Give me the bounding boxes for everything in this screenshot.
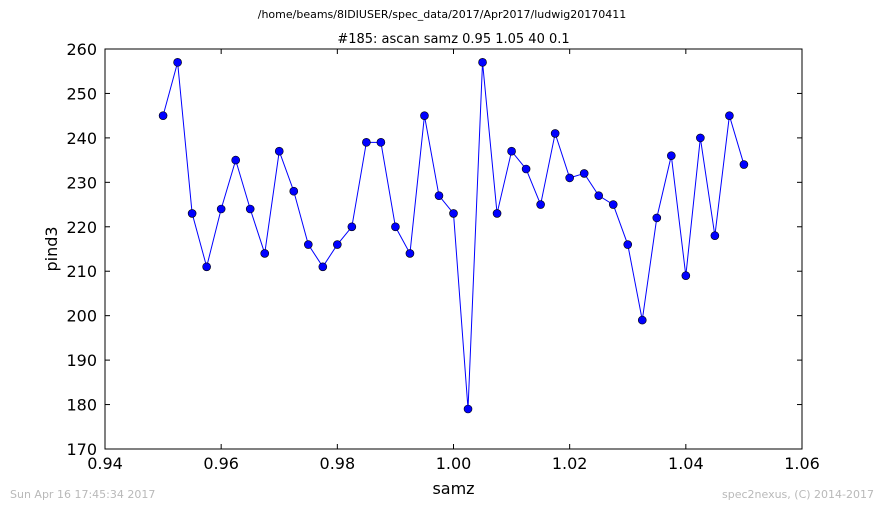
data-point: [333, 240, 342, 249]
data-point: [725, 111, 734, 120]
data-point: [362, 138, 371, 147]
data-point: [710, 231, 720, 240]
data-point: [608, 200, 618, 209]
data-point: [637, 315, 647, 325]
data-point: [652, 213, 662, 223]
data-point: [579, 169, 589, 178]
x-tick-label: 1.02: [552, 454, 588, 473]
data-point: [420, 111, 429, 120]
data-point: [318, 262, 328, 272]
plot-area: [104, 48, 803, 450]
y-tick-label: 250: [66, 84, 97, 103]
x-tick-label: 0.96: [203, 454, 239, 473]
y-tick-label: 180: [66, 396, 97, 415]
x-tick-label: 0.94: [87, 454, 123, 473]
data-point: [507, 146, 516, 156]
data-point: [550, 129, 560, 138]
x-axis-label: samz: [432, 479, 474, 498]
x-tick-label: 0.98: [320, 454, 356, 473]
y-tick-label: 210: [66, 262, 97, 281]
data-point: [667, 151, 676, 160]
data-point: [681, 271, 691, 280]
data-point: [158, 111, 168, 120]
x-tick-label: 1.00: [436, 454, 472, 473]
data-point: [216, 204, 226, 214]
data-point: [347, 222, 357, 232]
data-point: [594, 191, 604, 200]
footer-credit: spec2nexus, (C) 2014-2017: [722, 488, 874, 501]
data-point: [391, 222, 400, 232]
y-tick-label: 230: [66, 173, 97, 192]
x-tick-label: 1.04: [668, 454, 704, 473]
chart-title: #185: ascan samz 0.95 1.05 40 0.1: [337, 32, 569, 47]
data-point: [245, 204, 255, 214]
data-point: [623, 240, 633, 249]
data-point: [202, 262, 211, 272]
data-point: [478, 58, 487, 67]
data-point: [521, 164, 531, 174]
data-point: [173, 58, 182, 67]
data-point: [463, 404, 473, 414]
data-point: [274, 146, 284, 156]
y-tick-label: 260: [66, 40, 97, 59]
data-point: [739, 160, 749, 169]
y-tick-label: 240: [66, 129, 97, 148]
y-axis-label: pind3: [42, 226, 61, 271]
y-tick-label: 190: [66, 351, 97, 370]
data-point: [187, 209, 197, 218]
y-tick-label: 170: [66, 440, 97, 459]
data-point: [376, 138, 386, 147]
data-point: [696, 133, 705, 143]
data-point: [565, 173, 574, 183]
data-point: [303, 240, 313, 249]
x-tick-label: 1.06: [784, 454, 820, 473]
data-point: [231, 155, 240, 165]
figure-suptitle: /home/beams/8IDIUSER/spec_data/2017/Apr2…: [257, 8, 627, 21]
data-point: [289, 186, 299, 196]
data-point: [405, 249, 415, 258]
y-tick-label: 220: [66, 218, 97, 237]
data-point: [260, 249, 270, 258]
data-point: [449, 209, 458, 218]
y-tick-label: 200: [66, 307, 97, 326]
data-point: [492, 209, 502, 218]
data-point: [536, 200, 545, 209]
data-point: [434, 191, 444, 200]
footer-timestamp: Sun Apr 16 17:45:34 2017: [10, 488, 156, 501]
